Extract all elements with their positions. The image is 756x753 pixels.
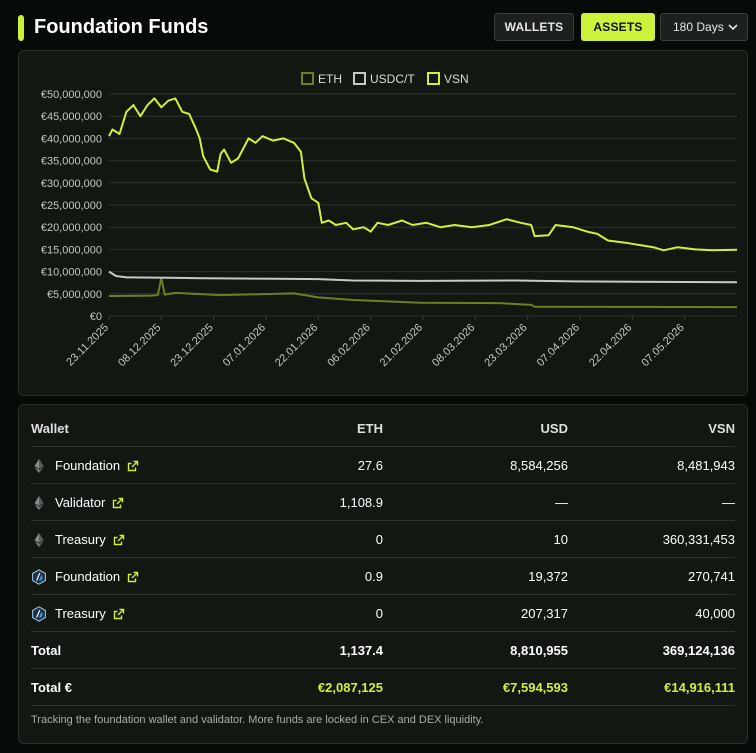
header: Foundation Funds WALLETS ASSETS 180 Days <box>18 12 748 44</box>
table-row: Foundation 0.9 19,372 270,741 <box>31 558 735 595</box>
eth-cell: 0.9 <box>364 569 383 584</box>
vsn-cell: 40,000 <box>695 606 735 621</box>
total-eur-label: Total € <box>31 680 72 695</box>
page-title: Foundation Funds <box>34 16 209 38</box>
x-tick-label: 07.04.2026 <box>535 322 582 369</box>
legend-swatch-eth <box>301 72 314 85</box>
vsn-cell: 360,331,453 <box>662 532 735 547</box>
external-link-icon[interactable] <box>113 608 125 620</box>
wallet-cell: Treasury <box>31 595 271 632</box>
legend-label-usdc-t: USDC/T <box>370 72 415 86</box>
x-tick-label: 06.02.2026 <box>325 322 372 369</box>
legend-label-eth: ETH <box>318 72 342 86</box>
column-header-wallet: Wallet <box>31 421 69 436</box>
external-link-icon[interactable] <box>113 534 125 546</box>
total-eur-vsn: €14,916,111 <box>664 680 735 695</box>
x-tick-label: 23.11.2025 <box>64 322 111 369</box>
column-header-eth: ETH <box>357 421 383 436</box>
total-usd: 8,810,955 <box>510 643 568 658</box>
x-tick-label: 21.02.2026 <box>378 322 425 369</box>
wallet-name: Foundation <box>55 458 121 473</box>
legend-swatch-usdc-t <box>353 72 366 85</box>
legend-label-vsn: VSN <box>444 72 469 86</box>
x-tick-label: 23.12.2025 <box>168 322 215 369</box>
column-header-vsn: VSN <box>708 421 735 436</box>
legend-swatch-vsn <box>427 72 440 85</box>
wallet-cell: Treasury <box>31 521 271 558</box>
x-tick-label: 07.05.2026 <box>639 322 686 369</box>
x-tick-label: 22.04.2026 <box>587 322 634 369</box>
x-tick-label: 22.01.2026 <box>273 322 320 369</box>
total-eth: 1,137.4 <box>339 643 383 658</box>
usd-cell: 10 <box>553 532 568 547</box>
wallet-name: Treasury <box>55 606 106 621</box>
column-header-usd: USD <box>540 421 568 436</box>
wallet-cell: Foundation <box>31 447 271 484</box>
arbitrum-icon <box>31 605 47 622</box>
eth-cell: 0 <box>375 606 383 621</box>
footnote: Tracking the foundation wallet and valid… <box>31 714 484 726</box>
eth-cell: 0 <box>375 532 383 547</box>
arbitrum-icon <box>31 568 47 585</box>
series-line-vsn <box>108 97 738 252</box>
series-line-usdc-t <box>108 270 738 284</box>
table-header-row: Wallet ETH USD VSN <box>31 410 735 447</box>
y-tick-label: €0 <box>90 311 102 323</box>
y-tick-label: €10,000,000 <box>41 267 102 279</box>
vsn-cell: 8,481,943 <box>677 458 735 473</box>
total-row: Total 1,137.4 8,810,955 369,124,136 <box>31 632 735 669</box>
wallet-table: Wallet ETH USD VSN Foundation 27.6 8,584,2… <box>18 404 748 744</box>
x-tick-label: 08.12.2025 <box>116 322 163 369</box>
y-tick-label: €35,000,000 <box>41 156 102 168</box>
usd-cell: 19,372 <box>528 569 568 584</box>
y-tick-label: €45,000,000 <box>41 111 102 123</box>
y-tick-label: €20,000,000 <box>41 222 102 234</box>
y-tick-label: €50,000,000 <box>41 89 102 101</box>
table-row: Foundation 27.6 8,584,256 8,481,943 <box>31 447 735 484</box>
wallet-cell: Validator <box>31 484 271 521</box>
wallets-button[interactable]: WALLETS <box>494 13 574 41</box>
total-eur-eth: €2,087,125 <box>317 680 383 695</box>
usd-cell: — <box>555 495 568 510</box>
external-link-icon[interactable] <box>127 460 139 472</box>
period-select[interactable]: 180 Days <box>660 13 748 41</box>
title-accent-bar <box>18 15 24 41</box>
wallet-cell: Foundation <box>31 558 271 595</box>
usd-cell: 8,584,256 <box>510 458 568 473</box>
period-select-value: 180 Days <box>673 20 724 34</box>
total-eur-row: Total € €2,087,125 €7,594,593 €14,916,11… <box>31 669 735 706</box>
vsn-cell: 270,741 <box>688 569 735 584</box>
wallet-name: Treasury <box>55 532 106 547</box>
table-row: Validator 1,108.9 — — <box>31 484 735 521</box>
x-tick-label: 08.03.2026 <box>430 322 477 369</box>
wallet-name: Foundation <box>55 569 121 584</box>
y-tick-label: €30,000,000 <box>41 178 102 190</box>
series-line-eth <box>108 277 738 309</box>
vsn-cell: — <box>722 495 735 510</box>
external-link-icon[interactable] <box>127 571 139 583</box>
ethereum-icon <box>31 532 47 548</box>
y-tick-label: €5,000,000 <box>47 289 102 301</box>
ethereum-icon <box>31 458 47 474</box>
y-tick-label: €40,000,000 <box>41 133 102 145</box>
wallet-name: Validator <box>55 495 106 510</box>
table-row: Treasury 0 10 360,331,453 <box>31 521 735 558</box>
assets-button[interactable]: ASSETS <box>581 13 655 41</box>
x-tick-label: 07.01.2026 <box>221 322 268 369</box>
y-tick-label: €15,000,000 <box>41 244 102 256</box>
total-eur-usd: €7,594,593 <box>502 680 568 695</box>
external-link-icon[interactable] <box>112 497 124 509</box>
funds-line-chart: €0 €5,000,000 €10,000,000 €15,000,000 €20,00… <box>41 72 738 369</box>
eth-cell: 27.6 <box>357 458 383 473</box>
total-label: Total <box>31 643 62 658</box>
total-vsn: 369,124,136 <box>662 643 735 658</box>
x-tick-label: 23.03.2026 <box>482 322 529 369</box>
chart-panel: €0 €5,000,000 €10,000,000 €15,000,000 €20,00… <box>18 50 748 396</box>
eth-cell: 1,108.9 <box>339 495 383 510</box>
ethereum-icon <box>31 495 47 511</box>
usd-cell: 207,317 <box>521 606 568 621</box>
chevron-down-icon <box>728 24 738 31</box>
table-row: Treasury 0 207,317 40,000 <box>31 595 735 632</box>
y-tick-label: €25,000,000 <box>41 200 102 212</box>
